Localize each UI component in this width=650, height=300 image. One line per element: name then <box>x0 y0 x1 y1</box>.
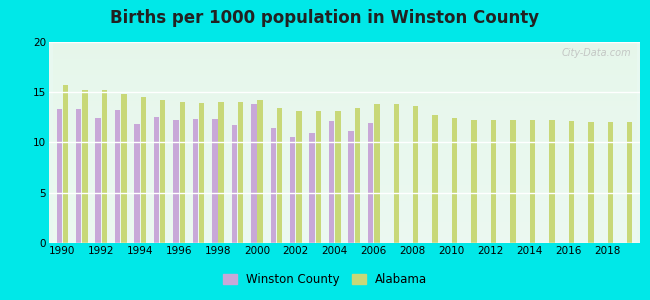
Bar <box>549 120 554 243</box>
Bar <box>63 85 68 243</box>
Bar <box>160 100 166 243</box>
Bar <box>251 104 257 243</box>
Bar <box>140 97 146 243</box>
Bar <box>96 118 101 243</box>
Bar <box>199 103 204 243</box>
Bar <box>309 134 315 243</box>
Bar <box>471 120 477 243</box>
Bar <box>491 120 496 243</box>
Bar <box>348 131 354 243</box>
Bar <box>212 119 218 243</box>
Bar <box>329 122 334 243</box>
Bar <box>238 102 243 243</box>
Bar <box>627 122 632 243</box>
Bar <box>154 117 159 243</box>
Bar <box>530 120 535 243</box>
Bar <box>368 123 373 243</box>
Bar <box>218 102 224 243</box>
Bar <box>121 94 127 243</box>
Bar <box>432 116 438 243</box>
Bar <box>193 119 198 243</box>
Bar <box>413 106 419 243</box>
Legend: Winston County, Alabama: Winston County, Alabama <box>218 269 432 291</box>
Bar <box>135 124 140 243</box>
Bar <box>231 125 237 243</box>
Bar <box>57 109 62 243</box>
Bar <box>179 102 185 243</box>
Text: City-Data.com: City-Data.com <box>562 48 631 58</box>
Bar <box>76 109 81 243</box>
Bar <box>270 128 276 243</box>
Bar <box>355 108 360 243</box>
Bar <box>316 111 321 243</box>
Bar <box>510 120 515 243</box>
Bar <box>277 108 282 243</box>
Bar <box>174 120 179 243</box>
Bar <box>374 104 380 243</box>
Bar <box>608 122 613 243</box>
Bar <box>588 122 593 243</box>
Bar <box>335 111 341 243</box>
Text: Births per 1000 population in Winston County: Births per 1000 population in Winston Co… <box>111 9 540 27</box>
Bar <box>82 90 88 243</box>
Bar <box>452 118 458 243</box>
Bar <box>115 110 120 243</box>
Bar <box>257 100 263 243</box>
Bar <box>101 90 107 243</box>
Bar <box>569 122 574 243</box>
Bar <box>296 111 302 243</box>
Bar <box>393 104 399 243</box>
Bar <box>290 137 296 243</box>
